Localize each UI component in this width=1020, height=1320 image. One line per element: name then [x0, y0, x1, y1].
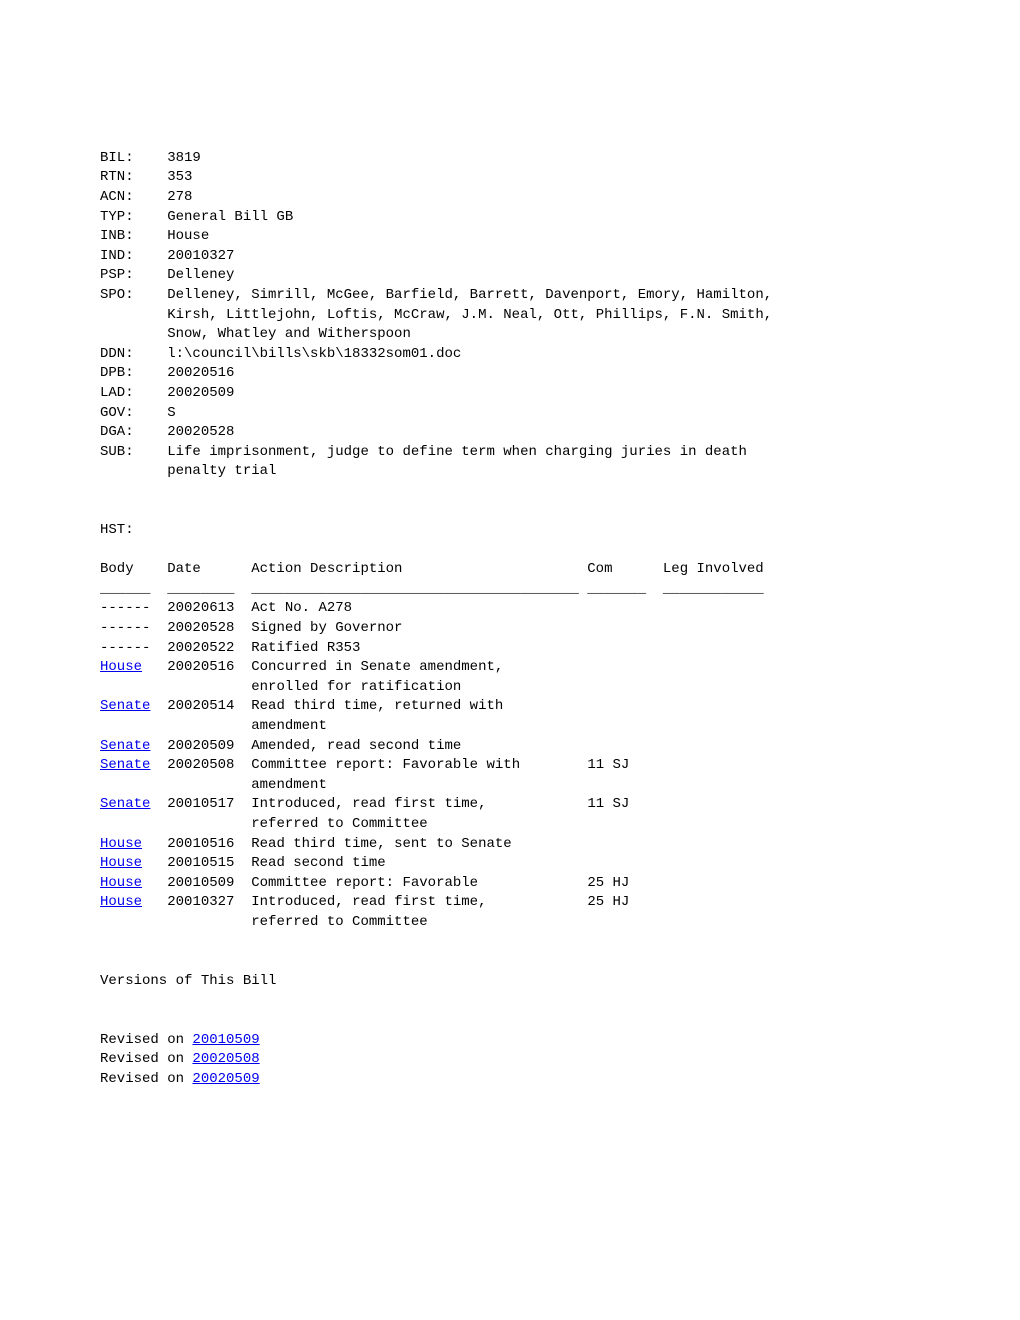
header-field-label: IND:: [100, 248, 167, 264]
action-cell-cont: amendment: [251, 718, 327, 734]
com-cell: 25 HJ: [587, 894, 629, 910]
action-cell: Act No. A278: [251, 600, 587, 616]
header-field-label: LAD:: [100, 385, 167, 401]
header-field-value: General Bill GB: [167, 209, 293, 225]
header-field-label: TYP:: [100, 209, 167, 225]
action-cell-cont: referred to Committee: [251, 914, 427, 930]
header-field-label: INB:: [100, 228, 167, 244]
header-field-value: 3819: [167, 150, 201, 166]
date-cell: 20020509: [167, 738, 251, 754]
header-field-value: S: [167, 405, 175, 421]
revision-prefix: Revised on: [100, 1032, 192, 1048]
header-field-value: House: [167, 228, 209, 244]
header-field-label: SPO:: [100, 287, 167, 303]
header-field-label: SUB:: [100, 444, 167, 460]
action-cell-cont: referred to Committee: [251, 816, 427, 832]
date-cell: 20010517: [167, 796, 251, 812]
revision-prefix: Revised on: [100, 1071, 192, 1087]
body-link[interactable]: Senate: [100, 698, 150, 714]
versions-label: Versions of This Bill: [100, 973, 276, 989]
action-cell: Read second time: [251, 855, 587, 871]
header-field-value: 20020528: [167, 424, 234, 440]
com-cell: 25 HJ: [587, 875, 629, 891]
action-cell: Signed by Governor: [251, 620, 587, 636]
action-cell: Introduced, read first time,: [251, 796, 587, 812]
header-field-value: 278: [167, 189, 192, 205]
body-link[interactable]: Senate: [100, 757, 150, 773]
header-field-value: l:\council\bills\skb\18332som01.doc: [167, 346, 461, 362]
body-cell: ------: [100, 640, 167, 656]
header-field-label: GOV:: [100, 405, 167, 421]
date-cell: 20020514: [167, 698, 251, 714]
header-field-value: Kirsh, Littlejohn, Loftis, McCraw, J.M. …: [167, 307, 772, 323]
body-cell: ------: [100, 600, 167, 616]
body-link[interactable]: House: [100, 836, 142, 852]
header-field-label: ACN:: [100, 189, 167, 205]
action-cell: Concurred in Senate amendment,: [251, 659, 587, 675]
action-cell: Read third time, sent to Senate: [251, 836, 587, 852]
date-cell: 20010509: [167, 875, 251, 891]
body-link[interactable]: Senate: [100, 796, 150, 812]
date-cell: 20020528: [167, 620, 251, 636]
action-cell: Committee report: Favorable: [251, 875, 587, 891]
header-field-label: DPB:: [100, 365, 167, 381]
header-field-value: Delleney: [167, 267, 234, 283]
document-body: BIL: 3819 RTN: 353 ACN: 278 TYP: General…: [100, 150, 772, 1087]
header-field-label: RTN:: [100, 169, 167, 185]
body-link[interactable]: House: [100, 659, 142, 675]
action-cell-cont: enrolled for ratification: [251, 679, 461, 695]
body-link[interactable]: House: [100, 894, 142, 910]
revision-link[interactable]: 20020509: [192, 1071, 259, 1087]
date-cell: 20020613: [167, 600, 251, 616]
header-field-label: PSP:: [100, 267, 167, 283]
table-rule: ______ ________ ________________________…: [100, 581, 764, 597]
header-field-value: penalty trial: [167, 463, 276, 479]
body-link[interactable]: Senate: [100, 738, 150, 754]
body-cell: ------: [100, 620, 167, 636]
action-cell: Committee report: Favorable with: [251, 757, 587, 773]
body-link[interactable]: House: [100, 855, 142, 871]
header-field-label: DDN:: [100, 346, 167, 362]
action-cell: Read third time, returned with: [251, 698, 587, 714]
body-link[interactable]: House: [100, 875, 142, 891]
header-field-value: Delleney, Simrill, McGee, Barfield, Barr…: [167, 287, 772, 303]
header-field-label: DGA:: [100, 424, 167, 440]
date-cell: 20010515: [167, 855, 251, 871]
header-field-value: Snow, Whatley and Witherspoon: [167, 326, 411, 342]
date-cell: 20020516: [167, 659, 251, 675]
revision-prefix: Revised on: [100, 1051, 192, 1067]
header-field-value: 353: [167, 169, 192, 185]
com-cell: 11 SJ: [587, 757, 629, 773]
date-cell: 20010327: [167, 894, 251, 910]
date-cell: 20020508: [167, 757, 251, 773]
table-header: Body Date Action Description Com Leg Inv…: [100, 561, 764, 577]
action-cell-cont: amendment: [251, 777, 327, 793]
date-cell: 20010516: [167, 836, 251, 852]
action-cell: Introduced, read first time,: [251, 894, 587, 910]
action-cell: Ratified R353: [251, 640, 587, 656]
header-field-value: 20020516: [167, 365, 234, 381]
header-field-value: 20020509: [167, 385, 234, 401]
action-cell: Amended, read second time: [251, 738, 587, 754]
header-field-label: BIL:: [100, 150, 167, 166]
hst-label: HST:: [100, 522, 134, 538]
header-field-value: 20010327: [167, 248, 234, 264]
revision-link[interactable]: 20010509: [192, 1032, 259, 1048]
com-cell: 11 SJ: [587, 796, 629, 812]
revision-link[interactable]: 20020508: [192, 1051, 259, 1067]
header-field-value: Life imprisonment, judge to define term …: [167, 444, 747, 460]
date-cell: 20020522: [167, 640, 251, 656]
